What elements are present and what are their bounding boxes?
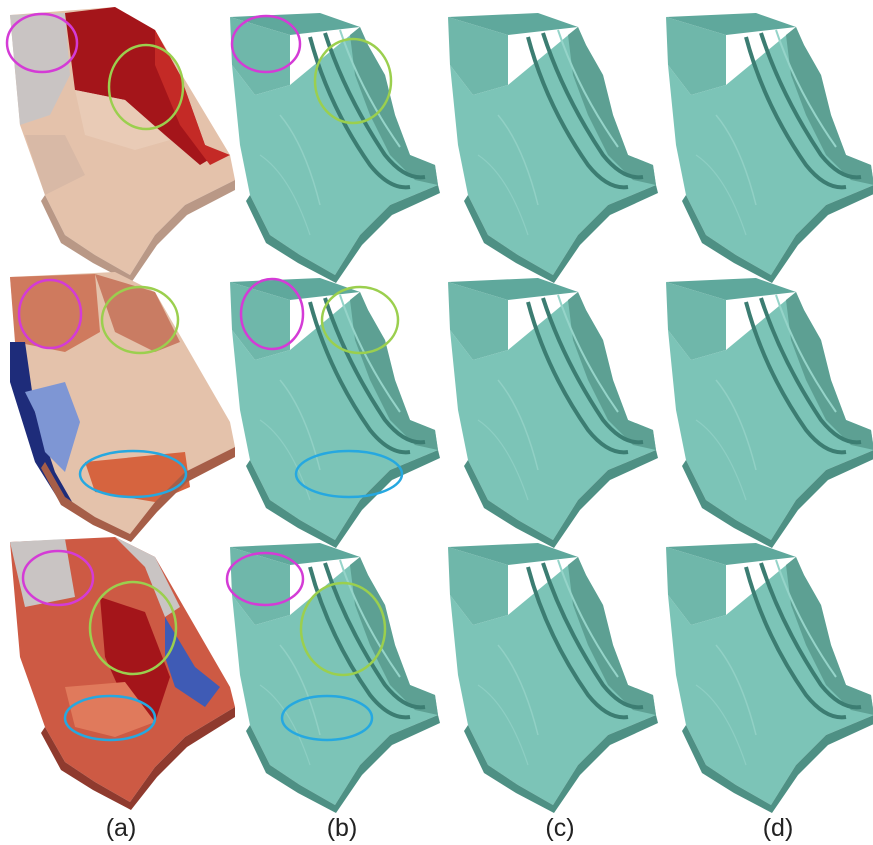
panel-b-row2 [228,276,442,550]
panel-c-row1 [446,11,660,285]
highlight-green-b3 [299,581,387,677]
highlight-cyan-b2 [294,449,404,499]
highlight-magenta-b1 [230,14,302,74]
highlight-green-a3 [88,580,178,676]
panel-a-row2 [10,272,235,542]
panel-c-row3 [446,541,660,815]
highlight-magenta-b2 [239,277,305,351]
panel-d-row2 [664,276,873,550]
panel-a-row1 [10,7,235,283]
highlight-cyan-a2 [78,449,188,499]
highlight-magenta-a2 [17,278,83,350]
column-label-b: (b) [326,814,358,842]
column-label-c: (c) [545,814,575,842]
highlight-green-a2 [100,285,180,355]
highlight-cyan-a3 [63,694,157,742]
panel-b-row1 [228,11,442,285]
panel-c-row2 [446,276,660,550]
highlight-green-b2 [320,285,400,355]
highlight-magenta-b3 [225,551,305,607]
highlight-green-b1 [313,37,393,125]
highlight-magenta-a1 [5,12,79,74]
column-label-a: (a) [105,814,137,842]
highlight-magenta-a3 [21,549,95,607]
column-label-d: (d) [762,814,794,842]
highlight-green-a1 [107,43,185,131]
panel-d-row1 [664,11,873,285]
panel-d-row3 [664,541,873,815]
highlight-cyan-b3 [280,694,374,742]
